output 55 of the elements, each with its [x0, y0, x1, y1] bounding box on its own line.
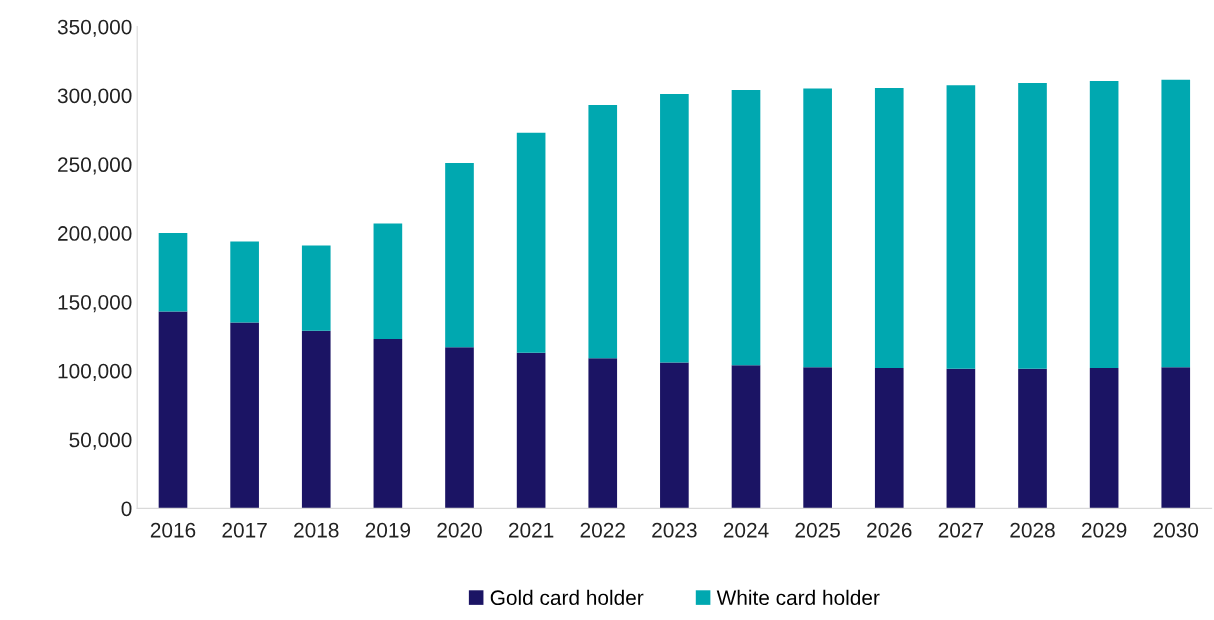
y-tick-label: 0: [121, 501, 132, 517]
bar: [803, 88, 832, 368]
bar: [874, 87, 904, 369]
bar: [516, 132, 546, 353]
legend-label: Gold card holder: [490, 589, 644, 606]
bar: [516, 352, 546, 509]
y-tick-label: 300,000: [57, 88, 132, 106]
bar: [373, 223, 403, 340]
bar: [230, 241, 259, 323]
bar: [1089, 368, 1119, 509]
bar: [445, 162, 474, 348]
bar: [803, 367, 832, 509]
bar: [230, 322, 259, 509]
bar: [445, 347, 474, 509]
bar: [946, 85, 976, 369]
y-tick-label: 150,000: [58, 294, 132, 313]
y-tick-label: 200,000: [58, 226, 132, 244]
x-tick-label: 2018: [294, 522, 339, 538]
bar: [946, 368, 976, 509]
bar: [874, 368, 904, 509]
x-tick-label: 2027: [938, 522, 984, 538]
bar: [158, 233, 188, 312]
y-tick-label: 250,000: [58, 157, 132, 175]
x-tick-label: 2017: [222, 522, 267, 538]
x-tick-label: 2026: [867, 522, 912, 538]
bar: [373, 339, 403, 509]
x-tick-label: 2025: [795, 522, 840, 538]
bar: [731, 89, 761, 366]
bar: [660, 94, 689, 363]
x-tick-label: 2019: [365, 522, 411, 538]
bar: [731, 365, 761, 509]
bar: [301, 330, 331, 509]
x-tick-label: 2022: [580, 522, 625, 538]
bar: [1161, 79, 1191, 368]
x-tick-label: 2016: [150, 522, 196, 538]
legend-label: White card holder: [716, 589, 880, 606]
bar: [588, 105, 618, 359]
bar: [1089, 81, 1119, 369]
x-tick-label: 2028: [1010, 522, 1055, 538]
bar: [301, 245, 331, 331]
x-tick-label: 2020: [437, 522, 482, 538]
x-tick-label: 2030: [1153, 522, 1199, 538]
bar: [660, 362, 689, 509]
bar: [1018, 83, 1047, 369]
y-tick-label: 100,000: [58, 363, 132, 381]
bar: [588, 358, 618, 509]
bar: [158, 311, 188, 509]
bar: [1161, 367, 1191, 509]
x-tick-label: 2029: [1082, 522, 1127, 538]
bar: [1018, 368, 1047, 509]
x-tick-label: 2021: [509, 522, 554, 538]
x-tick-label: 2023: [652, 522, 697, 538]
x-tick-label: 2024: [723, 522, 769, 538]
y-tick-label: 350,000: [57, 19, 132, 37]
y-tick-label: 50,000: [69, 432, 132, 450]
